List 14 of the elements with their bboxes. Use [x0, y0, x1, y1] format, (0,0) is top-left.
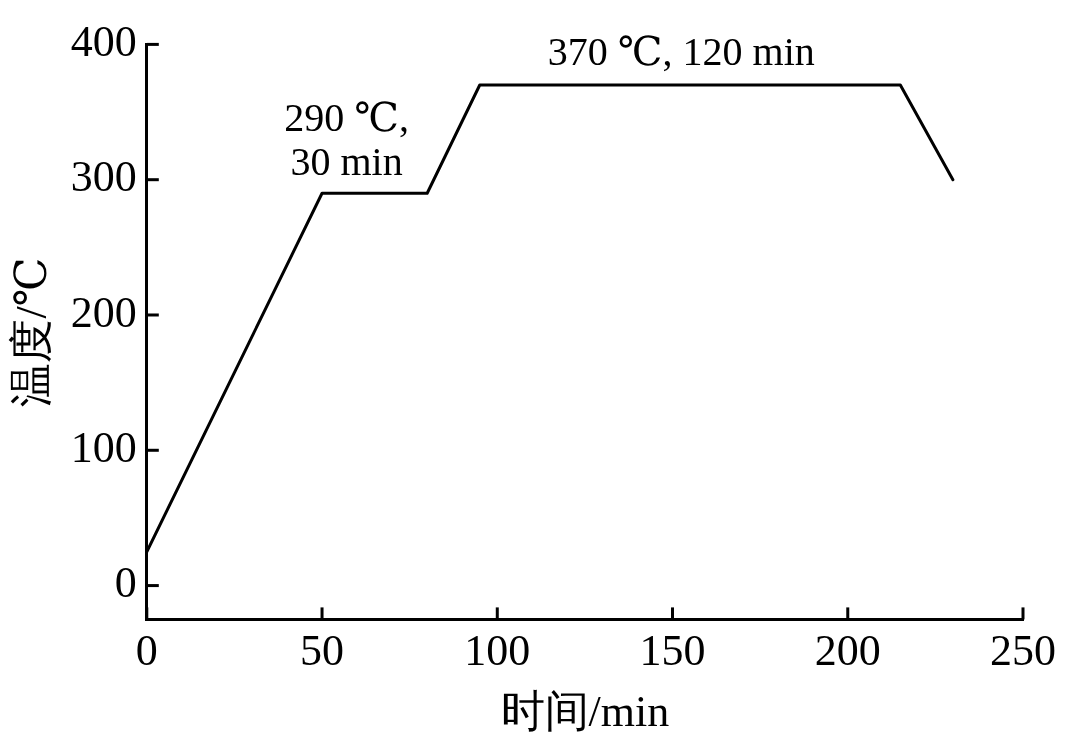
annotation: 290 ℃, 30 min: [284, 94, 409, 184]
x-axis-title: 时间/min: [500, 687, 670, 737]
x-tick-label: 250: [990, 626, 1056, 676]
x-tick-label: 100: [464, 626, 531, 676]
x-tick-label: 200: [814, 626, 881, 676]
y-tick-label: 0: [114, 558, 137, 608]
y-tick-label: 400: [70, 16, 137, 66]
y-tick-label: 300: [70, 152, 137, 202]
x-tick-label: 150: [639, 626, 706, 676]
y-tick-label: 200: [70, 287, 137, 337]
annotation: 370 ℃, 120 min: [547, 29, 815, 75]
x-tick-label: 50: [300, 626, 345, 676]
y-tick-label: 100: [70, 422, 137, 472]
y-axis-title: 温度/℃: [6, 257, 56, 407]
